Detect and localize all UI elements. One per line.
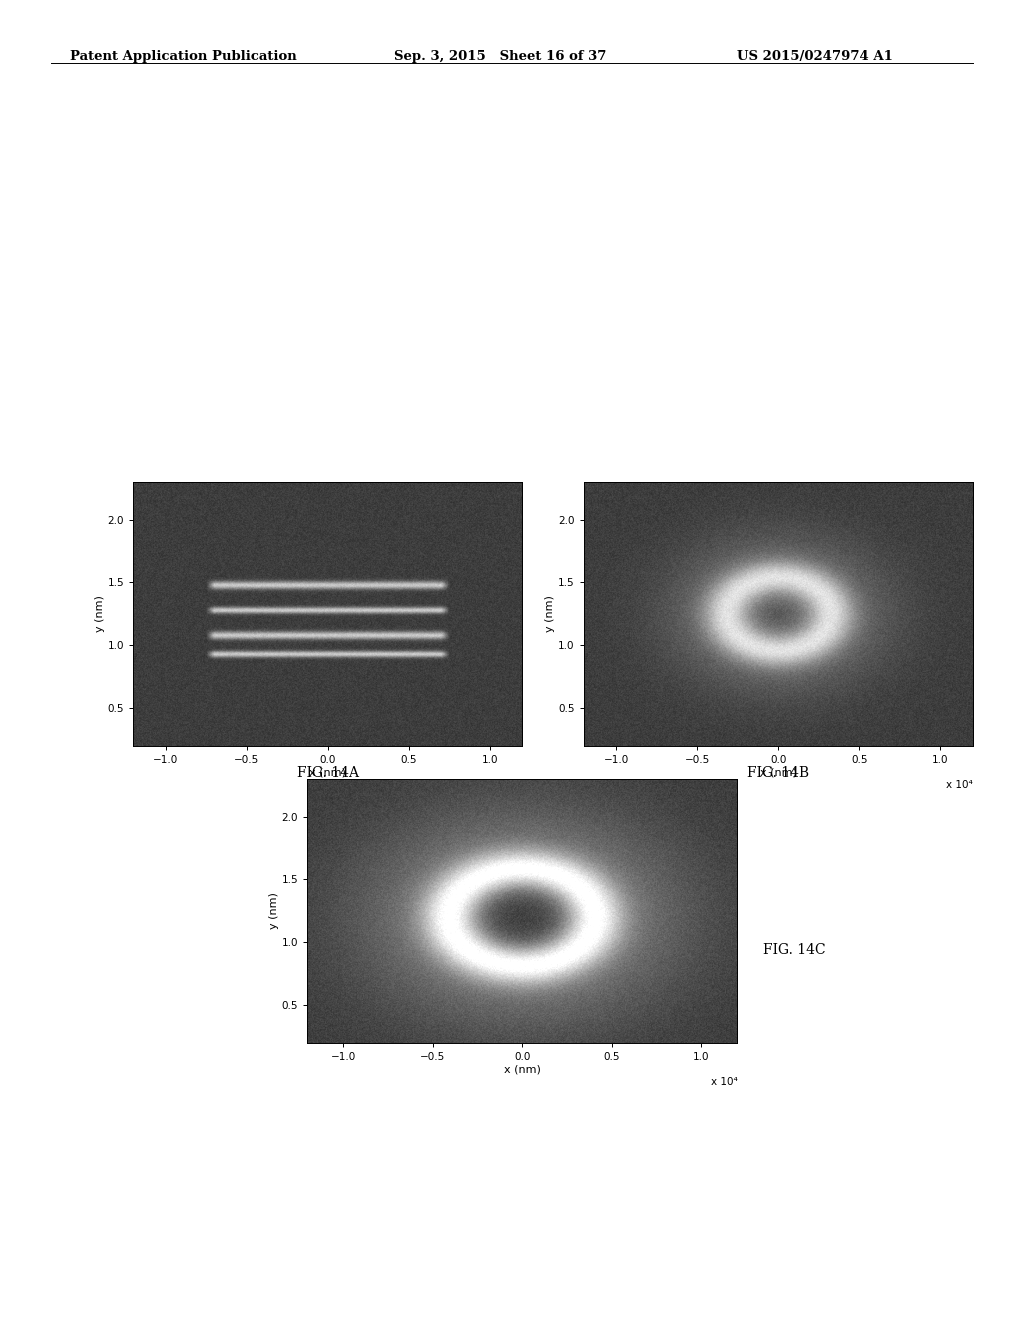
Text: Sep. 3, 2015   Sheet 16 of 37: Sep. 3, 2015 Sheet 16 of 37	[394, 50, 606, 63]
Text: FIG. 14A: FIG. 14A	[297, 766, 358, 780]
Text: FIG. 14C: FIG. 14C	[763, 944, 825, 957]
Text: Patent Application Publication: Patent Application Publication	[70, 50, 296, 63]
Y-axis label: y (nm): y (nm)	[94, 595, 104, 632]
Text: FIG. 14B: FIG. 14B	[748, 766, 809, 780]
Y-axis label: y (nm): y (nm)	[268, 892, 279, 929]
Text: US 2015/0247974 A1: US 2015/0247974 A1	[737, 50, 893, 63]
Text: x 10⁴: x 10⁴	[946, 780, 973, 791]
X-axis label: x (nm): x (nm)	[309, 768, 346, 777]
Text: x 10⁴: x 10⁴	[496, 780, 522, 791]
X-axis label: x (nm): x (nm)	[504, 1065, 541, 1074]
X-axis label: x (nm): x (nm)	[760, 768, 797, 777]
Text: x 10⁴: x 10⁴	[711, 1077, 737, 1088]
Y-axis label: y (nm): y (nm)	[545, 595, 555, 632]
